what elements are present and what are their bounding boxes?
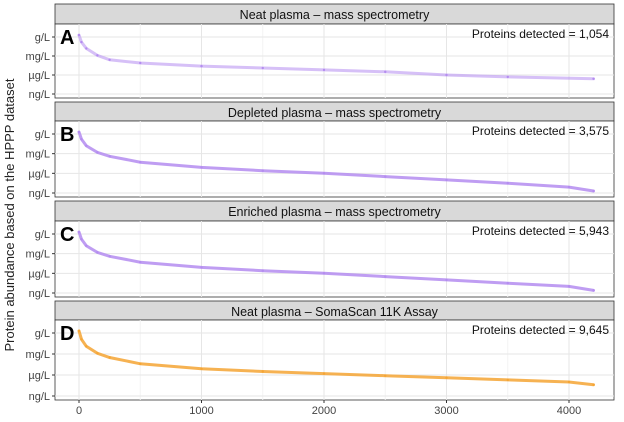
x-tick-label: 2000 [312, 405, 336, 417]
proteins-detected-label: Proteins detected = 3,575 [472, 124, 609, 138]
data-point [592, 383, 595, 386]
data-point [108, 58, 111, 61]
data-point [567, 185, 571, 189]
data-point [108, 356, 111, 359]
data-point [200, 64, 203, 68]
data-point [445, 178, 448, 182]
y-tick-label: µg/L [28, 168, 50, 180]
data-point [80, 138, 83, 141]
data-point [96, 352, 99, 355]
plot-area [54, 23, 615, 99]
data-point [139, 61, 142, 65]
x-tick-label: 0 [76, 405, 82, 417]
x-tick-label: 4000 [557, 405, 581, 417]
data-point [77, 33, 81, 37]
y-tick-label: ng/L [29, 188, 50, 200]
panel-letter: B [60, 124, 74, 146]
panel-letter: A [60, 27, 74, 49]
data-point [384, 374, 387, 377]
y-tick-label: µg/L [28, 268, 50, 280]
panel-title: Enriched plasma – mass spectrometry [228, 205, 441, 219]
y-tick-label: mg/L [26, 51, 50, 63]
data-point [322, 372, 326, 375]
data-point [139, 260, 142, 264]
data-point [200, 266, 203, 269]
data-point [85, 144, 88, 147]
data-point [322, 68, 326, 72]
data-point [506, 181, 509, 185]
y-tick-label: mg/L [26, 349, 50, 361]
data-point [85, 47, 88, 50]
data-point [506, 281, 509, 285]
data-point [261, 370, 264, 373]
series-line-D [77, 329, 595, 387]
panel-A: Neat plasma – mass spectrometry g/L mg/L µg… [26, 3, 615, 101]
data-point [445, 278, 448, 282]
data-point [445, 376, 448, 379]
y-tick-label: ng/L [29, 89, 50, 101]
y-tick-label: µg/L [28, 70, 50, 82]
y-tick-label: g/L [35, 328, 50, 340]
data-point [322, 172, 326, 175]
y-axis-label: Protein abundance based on the HPPP data… [2, 78, 17, 351]
data-point [322, 272, 326, 275]
data-point [506, 75, 509, 79]
panel-letter: C [60, 224, 74, 246]
data-point [567, 285, 571, 288]
data-point [85, 345, 88, 348]
data-point [96, 54, 99, 57]
data-point [592, 77, 595, 81]
data-point [108, 155, 111, 158]
data-point [567, 380, 571, 384]
data-point [200, 166, 203, 169]
data-point [77, 230, 81, 234]
data-point [139, 362, 142, 365]
data-point [200, 367, 203, 370]
panel-B: Depleted plasma – mass spectrometry g/L mg… [26, 101, 615, 200]
x-tick-label: 3000 [434, 405, 458, 417]
panel-title: Neat plasma – mass spectrometry [240, 8, 430, 22]
y-tick-label: g/L [35, 229, 50, 241]
data-point [77, 130, 81, 134]
panel-title: Depleted plasma – mass spectrometry [228, 106, 442, 120]
data-point [96, 251, 99, 254]
y-tick-label: ng/L [29, 391, 50, 403]
panel-title: Neat plasma – SomaScan 11K Assay [231, 305, 439, 319]
proteins-detected-label: Proteins detected = 9,645 [472, 323, 609, 337]
y-tick-label: mg/L [26, 149, 50, 161]
data-point [384, 175, 387, 178]
data-point [85, 244, 88, 247]
series-line-B [77, 130, 595, 193]
y-tick-label: µg/L [28, 370, 50, 382]
y-tick-label: g/L [35, 129, 50, 141]
data-point [261, 269, 264, 272]
data-point [96, 151, 99, 154]
data-point [80, 238, 83, 241]
panel-C: Enriched plasma – mass spectrometry g/L mg… [26, 200, 615, 300]
x-tick-label: 1000 [189, 405, 213, 417]
data-point [80, 40, 83, 44]
y-tick-label: ng/L [29, 288, 50, 300]
data-point [384, 275, 387, 278]
panel-D: Neat plasma – SomaScan 11K Assay g/L mg/L µ… [26, 300, 615, 403]
data-point [592, 289, 595, 292]
proteins-detected-label: Proteins detected = 1,054 [472, 27, 609, 41]
proteins-detected-label: Proteins detected = 5,943 [472, 224, 609, 238]
data-point [77, 329, 81, 333]
data-point [384, 70, 387, 74]
data-point [261, 169, 264, 172]
data-point [261, 66, 264, 70]
data-point [80, 338, 83, 341]
panel-letter: D [60, 323, 74, 345]
data-point [108, 255, 111, 258]
data-point [506, 378, 509, 382]
series-line-C [77, 230, 595, 292]
data-point [592, 189, 595, 193]
data-point [139, 160, 142, 164]
y-tick-label: mg/L [26, 249, 50, 261]
y-tick-label: g/L [35, 32, 50, 44]
data-point [445, 73, 448, 77]
